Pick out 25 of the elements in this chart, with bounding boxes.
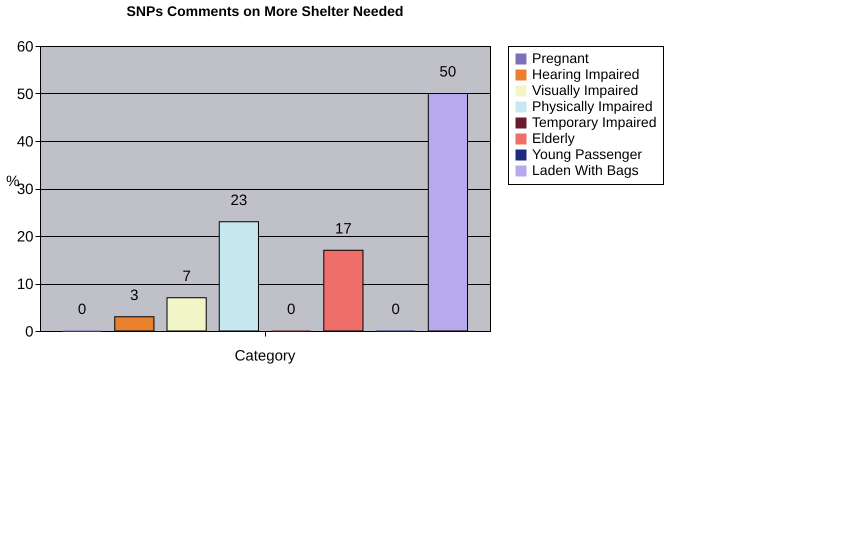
legend-label: Young Passenger bbox=[532, 146, 642, 162]
data-label: 0 bbox=[78, 301, 86, 318]
y-tick-label: 10 bbox=[16, 276, 34, 293]
legend-label: Hearing Impaired bbox=[532, 66, 640, 82]
legend-label: Visually Impaired bbox=[532, 82, 638, 98]
y-tick-label: 50 bbox=[16, 86, 34, 103]
data-label: 0 bbox=[391, 301, 400, 318]
y-tick-label: 40 bbox=[16, 134, 34, 150]
legend-label: Temporary Impaired bbox=[532, 114, 656, 130]
data-label: 23 bbox=[230, 192, 248, 209]
x-tick-label: Category bbox=[234, 348, 296, 364]
y-axis-title: % bbox=[6, 173, 20, 190]
data-label: 7 bbox=[182, 268, 191, 285]
chart-title: SNPs Comments on More Shelter Needed bbox=[126, 3, 404, 19]
data-label: 17 bbox=[335, 220, 352, 238]
y-tick-label: 20 bbox=[16, 228, 34, 246]
legend-label: Laden With Bags bbox=[532, 162, 639, 178]
legend-label: Pregnant bbox=[532, 50, 589, 66]
y-tick-label: 0 bbox=[25, 324, 34, 340]
data-label: 50 bbox=[440, 64, 456, 80]
data-label: 3 bbox=[130, 286, 139, 304]
legend-label: Physically Impaired bbox=[532, 98, 653, 114]
y-tick-label: 60 bbox=[16, 38, 34, 56]
data-label: 0 bbox=[286, 301, 296, 318]
legend-label: Elderly bbox=[532, 130, 575, 146]
